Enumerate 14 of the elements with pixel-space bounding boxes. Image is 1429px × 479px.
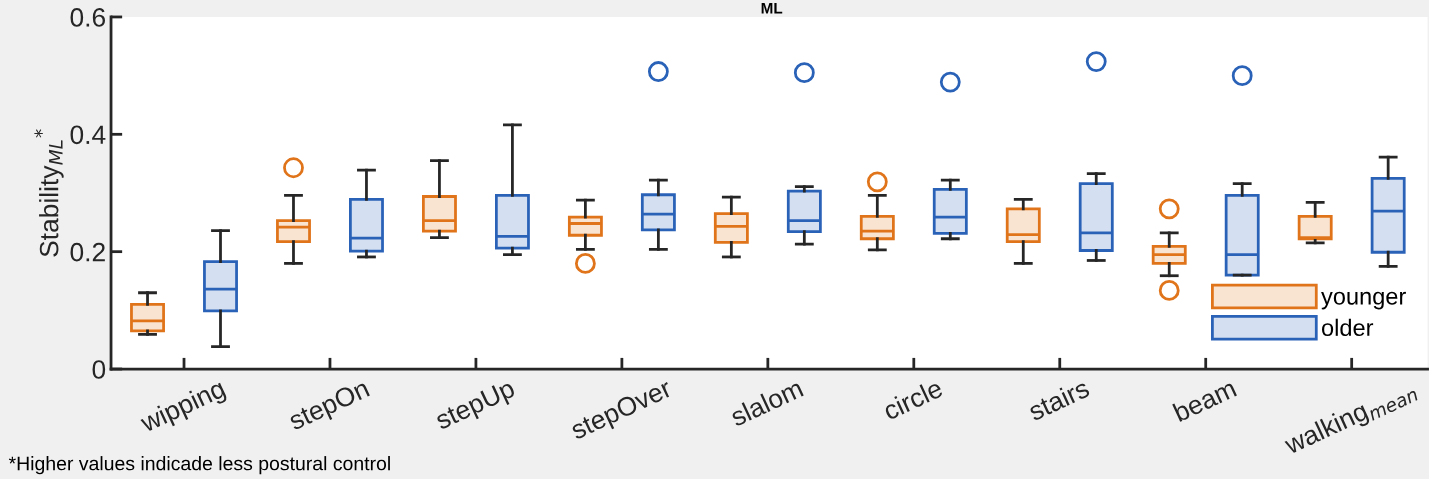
x-tick-label: slalom [728,378,804,427]
text: *Higher values indicade less postural control [8,456,390,475]
chart-title: ML [761,2,783,14]
x-tick-label: circle [881,377,944,421]
legend-label: younger [1321,291,1406,310]
y-axis-title: Stability$_{ML}$$^{*}$ [34,129,64,257]
x-tick-label: beam [1172,378,1238,423]
x-tick-label: stairs [1026,377,1091,422]
x-tick-label: walking$_{mean}$ [1282,378,1420,460]
y-tick-label: 0.4 [70,125,106,145]
y-tick-label: 0 [92,360,106,379]
y-tick-label: 0.6 [70,8,106,27]
legend-label: older [1322,318,1374,337]
y-tick-label: 0.2 [70,242,105,262]
